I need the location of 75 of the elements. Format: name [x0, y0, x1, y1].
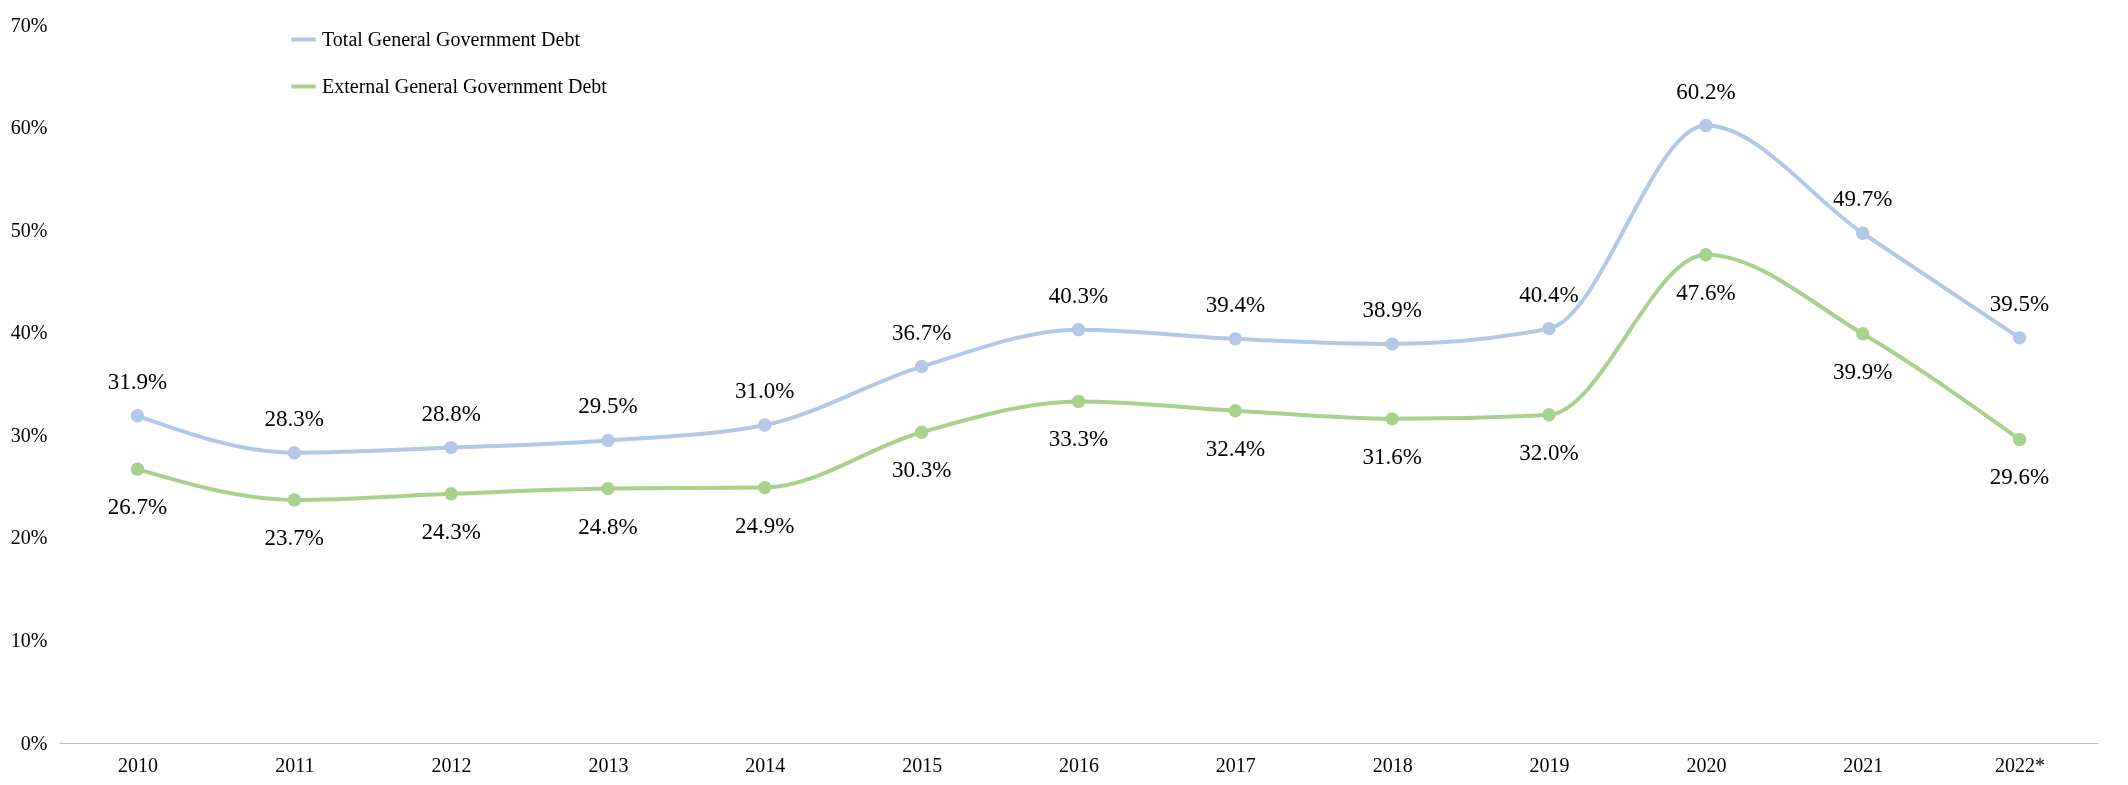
data-label: 28.3% [264, 405, 324, 431]
x-tick-label: 2017 [1215, 753, 1256, 776]
data-label: 40.4% [1519, 281, 1579, 307]
point [1228, 403, 1243, 418]
y-tick-label: 30% [10, 423, 48, 446]
data-label: 49.7% [1833, 186, 1893, 212]
point [1856, 327, 1870, 341]
data-label: 26.7% [107, 494, 168, 520]
point [601, 433, 615, 448]
data-label: 31.6% [1362, 443, 1422, 469]
point [1699, 118, 1713, 133]
data-label: 32.4% [1205, 435, 1266, 461]
point [1856, 226, 1870, 240]
y-tick-label: 70% [10, 13, 48, 36]
y-tick-label: 20% [10, 526, 48, 549]
data-label: 28.8% [421, 400, 481, 426]
data-label: 36.7% [891, 319, 952, 345]
point [444, 440, 458, 455]
point [914, 359, 929, 374]
point [1385, 337, 1399, 351]
point [2012, 432, 2027, 447]
data-label: 39.4% [1205, 291, 1266, 317]
point [914, 425, 929, 439]
data-label: 24.3% [421, 518, 481, 544]
data-label: 24.8% [578, 513, 638, 539]
point [1542, 408, 1556, 422]
data-label: 29.5% [578, 393, 638, 419]
data-label: 23.7% [264, 524, 324, 550]
data-label: 38.9% [1362, 297, 1422, 322]
data-label: 30.3% [891, 457, 952, 483]
y-tick-label: 0% [20, 731, 48, 754]
x-tick-label: 2010 [117, 753, 158, 776]
x-tick-label: 2020 [1686, 753, 1727, 776]
y-tick-label: 50% [10, 218, 48, 241]
data-label: 39.9% [1833, 358, 1893, 384]
data-label: 31.9% [107, 368, 168, 394]
point [758, 418, 772, 432]
x-tick-label: 2019 [1529, 753, 1570, 776]
point [1228, 332, 1243, 346]
x-tick-label: 2014 [745, 753, 786, 776]
point [130, 409, 145, 423]
point [1385, 412, 1399, 426]
point [444, 487, 458, 501]
y-tick-label: 40% [10, 321, 48, 344]
x-tick-label: 2015 [902, 753, 943, 776]
x-tick-label: 2016 [1059, 753, 1099, 776]
point [601, 481, 615, 496]
point [1071, 322, 1086, 337]
legend-label: Total General Government Debt [322, 27, 581, 50]
x-tick-label: 2018 [1372, 753, 1413, 776]
x-tick-label: 2013 [588, 753, 629, 776]
y-tick-label: 10% [10, 628, 48, 651]
data-label: 29.6% [1989, 464, 2050, 490]
x-tick-label: 2021 [1843, 753, 1884, 776]
x-tick-label: 2022* [1995, 753, 2046, 776]
y-tick-label: 60% [10, 116, 48, 139]
point [287, 446, 301, 460]
data-label: 60.2% [1676, 78, 1736, 104]
legend-label: External General Government Debt [322, 74, 608, 97]
data-label: 32.0% [1519, 439, 1579, 465]
data-label: 39.5% [1989, 290, 2050, 316]
data-label: 40.3% [1048, 282, 1109, 308]
data-label: 33.3% [1048, 426, 1109, 452]
point [758, 480, 772, 495]
x-tick-label: 2011 [275, 753, 315, 776]
data-label: 24.9% [735, 512, 795, 538]
point [1071, 394, 1086, 409]
point [287, 493, 301, 507]
point [130, 462, 145, 476]
x-tick-label: 2012 [431, 753, 472, 776]
data-label: 31.0% [735, 378, 795, 404]
data-label: 47.6% [1676, 279, 1736, 305]
point [2012, 331, 2027, 345]
point [1699, 248, 1713, 262]
point [1542, 321, 1556, 336]
